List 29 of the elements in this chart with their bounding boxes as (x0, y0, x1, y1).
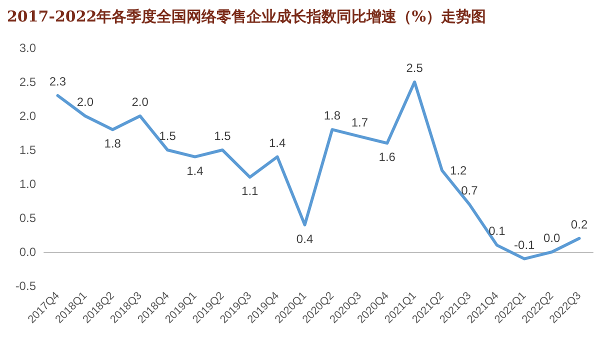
data-label: 2.3 (49, 74, 66, 89)
data-label: 1.4 (268, 136, 286, 150)
data-label: 1.2 (450, 163, 468, 178)
chart-title: 2017-2022年各季度全国网络零售企业成长指数同比增速（%）走势图 (7, 8, 486, 26)
data-label: 2.0 (132, 95, 149, 109)
y-tick-label: 2.0 (19, 109, 36, 123)
data-label: 0.2 (570, 217, 588, 232)
data-label: 0.0 (543, 231, 560, 245)
data-label: 0.7 (461, 183, 478, 198)
data-label: 2.5 (406, 61, 424, 75)
y-tick-label: 1.5 (19, 143, 36, 157)
data-label: 1.5 (214, 129, 232, 143)
y-tick-label: 0.5 (19, 211, 36, 225)
y-tick-label: 2.5 (19, 75, 36, 89)
data-label: 1.5 (159, 129, 176, 143)
data-label: 0.1 (488, 224, 506, 238)
y-tick-label: 3.0 (19, 41, 36, 55)
y-tick-label: 0.0 (19, 245, 36, 259)
y-tick-label: 1.0 (19, 177, 36, 191)
data-label: 1.7 (351, 115, 368, 130)
data-label: -0.1 (514, 238, 536, 252)
data-label: 1.8 (104, 136, 122, 151)
y-tick-label: -0.5 (15, 279, 36, 293)
data-label: 1.4 (186, 164, 204, 178)
data-label: 1.1 (242, 184, 259, 198)
data-label: 0.4 (296, 232, 314, 246)
data-label: 2.0 (76, 95, 94, 109)
data-label: 1.6 (378, 150, 396, 164)
data-label: 1.8 (324, 108, 341, 123)
